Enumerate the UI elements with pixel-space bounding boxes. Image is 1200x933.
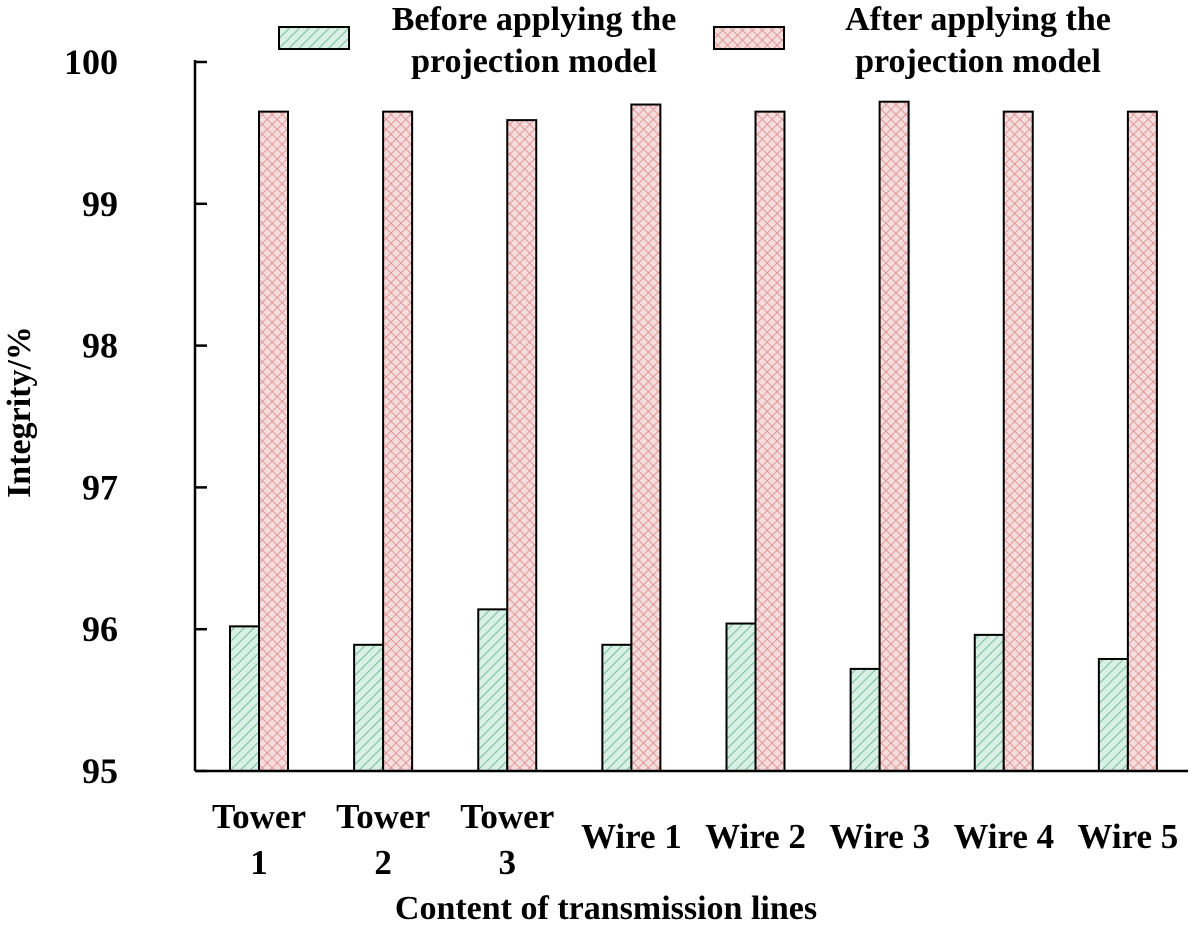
x-tick-label-1-line0: Tower (336, 797, 430, 836)
bars (229, 100, 1158, 773)
y-tick-label-0: 95 (82, 751, 118, 791)
y-tick-label-1: 96 (82, 609, 118, 649)
x-tick-label-1-line1: 2 (374, 843, 392, 882)
y-tick-label-3: 98 (82, 326, 118, 366)
legend-label-after-line0: After applying the (845, 1, 1111, 38)
bar-after-4 (754, 110, 786, 772)
legend-label-before-line1: projection model (411, 43, 657, 80)
bar-before-0 (229, 625, 260, 773)
bar-before-6 (973, 633, 1005, 773)
x-tick-label-7: Wire 5 (1077, 817, 1178, 856)
legend-swatch-before (278, 26, 350, 50)
y-ticks: 95 96 97 98 99 100 (64, 42, 207, 791)
x-tick-label-0-line1: 1 (250, 843, 268, 882)
y-tick-label-4: 99 (82, 184, 118, 224)
bar-before-2 (477, 608, 509, 773)
bar-after-7 (1126, 110, 1158, 772)
x-tick-label-2-line0: Tower (460, 797, 554, 836)
bar-before-4 (725, 622, 757, 773)
bar-after-6 (1002, 110, 1034, 772)
x-tick-label-2-line1: 3 (499, 843, 517, 882)
y-tick-label-2: 97 (82, 467, 118, 507)
bar-after-1 (382, 110, 414, 772)
legend-label-after-line1: projection model (855, 43, 1101, 80)
bar-after-5 (878, 100, 910, 773)
legend: Before applying the projection model After… (278, 1, 1111, 80)
bar-after-0 (258, 110, 289, 772)
bar-after-3 (630, 103, 662, 773)
x-tick-label-4: Wire 2 (705, 817, 806, 856)
bar-after-2 (506, 119, 538, 772)
bar-before-1 (353, 643, 385, 772)
legend-swatch-after (713, 26, 785, 50)
x-tick-label-6: Wire 4 (953, 817, 1054, 856)
axes (193, 60, 1188, 773)
x-labels: Tower 1 Tower 2 Tower 3 Wire 1 Wire 2 Wire 3 Wire… (212, 797, 1178, 882)
legend-label-before-line0: Before applying the (392, 1, 677, 38)
x-tick-label-3: Wire 1 (581, 817, 682, 856)
y-tick-label-5: 100 (64, 42, 118, 82)
x-axis-title: Content of transmission lines (395, 890, 817, 927)
x-tick-label-5: Wire 3 (829, 817, 930, 856)
x-tick-label-0-line0: Tower (212, 797, 306, 836)
bar-before-5 (849, 667, 881, 772)
y-axis-title: Integrity/% (1, 326, 38, 498)
bar-before-7 (1097, 657, 1129, 773)
bar-before-3 (601, 643, 633, 772)
